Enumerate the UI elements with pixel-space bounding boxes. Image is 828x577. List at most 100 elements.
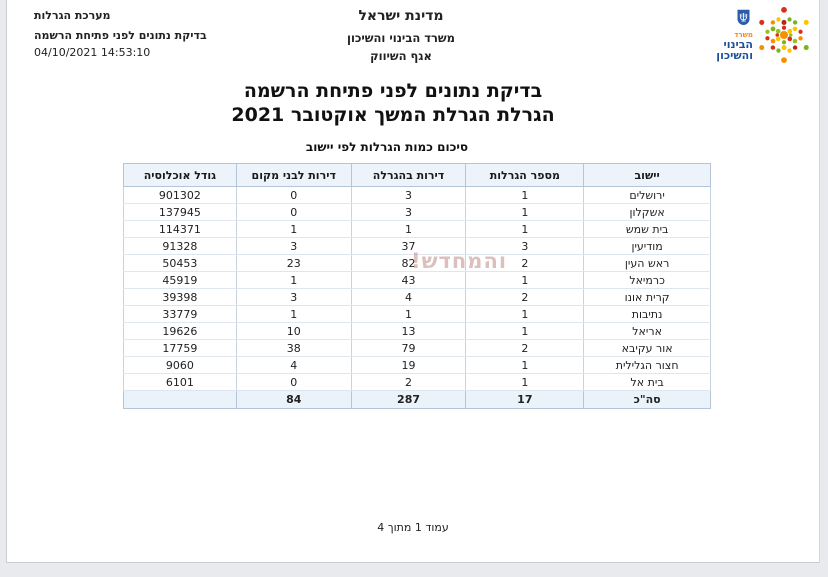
table-row: מודיעין 3 37 3 91328 [123, 237, 711, 255]
agency-header: מדינת ישראל משרד הבינוי והשיכון אגף השיו… [7, 8, 795, 63]
cell-apartments: 3 [350, 186, 467, 204]
cell-lotteries: 1 [465, 373, 585, 391]
logo-ministry-name-2: והשיכון [716, 49, 753, 62]
cell-lotteries: 1 [465, 220, 585, 238]
cell-city: חצור הגלילית [583, 356, 711, 374]
cell-local: 38 [235, 339, 352, 357]
col-header-local: דירות לבני מקום [235, 163, 352, 187]
title-line-1: בדיקת נתונים לפני פתיחת הרשמה [243, 80, 543, 102]
cell-apartments: 37 [350, 237, 467, 255]
cell-lotteries: 1 [465, 322, 585, 340]
cell-city: אור עקיבא [583, 339, 711, 357]
cell-population: 19626 [123, 322, 237, 340]
cell-population: 137945 [123, 203, 237, 221]
cell-lotteries: 1 [465, 356, 585, 374]
cell-local: 0 [235, 373, 352, 391]
cell-city: מודיעין [583, 237, 711, 255]
table-header-row: יישוב מספר הגרלות דירות בהגרלה דירות לבנ… [123, 163, 711, 187]
total-apartments: 287 [350, 390, 467, 409]
cell-city: קרית אונו [583, 288, 711, 306]
cell-population: 901302 [123, 186, 237, 204]
cell-population: 17759 [123, 339, 237, 357]
cell-local: 0 [235, 203, 352, 221]
cell-population: 50453 [123, 254, 237, 272]
ministry-logo: משרד הבינוי והשיכון [707, 6, 813, 64]
table-row: ראש העין 2 82 23 50453 [123, 254, 711, 272]
report-meta: מערכת הגרלות בדיקת נתונים לפני פתיחת הרש… [34, 9, 207, 59]
cell-apartments: 43 [350, 271, 467, 289]
cell-local: 0 [235, 186, 352, 204]
table-row: ירושלים 1 3 0 901302 [123, 186, 711, 204]
cell-apartments: 13 [350, 322, 467, 340]
cell-local: 4 [235, 356, 352, 374]
cell-lotteries: 1 [465, 203, 585, 221]
star-of-david-dots-icon [753, 6, 813, 68]
col-header-apartments: דירות בהגרלה [350, 163, 467, 187]
logo-text-block: משרד הבינוי והשיכון [707, 6, 753, 61]
system-name: מערכת הגרלות [34, 9, 111, 22]
cell-apartments: 4 [350, 288, 467, 306]
cell-lotteries: 1 [465, 186, 585, 204]
total-lotteries: 17 [465, 390, 585, 409]
cell-local: 3 [235, 288, 352, 306]
table-row: אור עקיבא 2 79 38 17759 [123, 339, 711, 357]
cell-population: 33779 [123, 305, 237, 323]
title-line-2: הגרלת הגרלת המשך אוקטובר 2021 [231, 104, 555, 126]
cell-population: 39398 [123, 288, 237, 306]
cell-lotteries: 2 [465, 288, 585, 306]
table-row: אשקלון 1 3 0 137945 [123, 203, 711, 221]
table-row: קרית אונו 2 4 3 39398 [123, 288, 711, 306]
table-row: נתיבות 1 1 1 33779 [123, 305, 711, 323]
cell-city: כרמיאל [583, 271, 711, 289]
cell-local: 3 [235, 237, 352, 255]
cell-local: 1 [235, 271, 352, 289]
cell-lotteries: 2 [465, 339, 585, 357]
cell-apartments: 1 [350, 305, 467, 323]
state-name: מדינת ישראל [358, 8, 444, 24]
table-total-row: סה"כ 17 287 84 [123, 390, 711, 409]
document-title: בדיקת נתונים לפני פתיחת הרשמה הגרלת הגרל… [7, 79, 779, 127]
ministry-name: משרד הבינוי והשיכון [347, 31, 455, 45]
cell-apartments: 19 [350, 356, 467, 374]
lottery-summary-table: יישוב מספר הגרלות דירות בהגרלה דירות לבנ… [123, 163, 711, 409]
table-row: בית שמש 1 1 1 114371 [123, 220, 711, 238]
total-local: 84 [235, 390, 352, 409]
document-page: מערכת הגרלות בדיקת נתונים לפני פתיחת הרש… [6, 0, 820, 563]
cell-lotteries: 1 [465, 271, 585, 289]
table-body: ירושלים 1 3 0 901302 אשקלון 1 3 0 137945 בית שמש 1 1… [123, 186, 711, 391]
col-header-population: גודל אוכלוסיה [123, 163, 237, 187]
cell-city: בית שמש [583, 220, 711, 238]
cell-apartments: 79 [350, 339, 467, 357]
cell-population: 6101 [123, 373, 237, 391]
cell-population: 91328 [123, 237, 237, 255]
table-row: חצור הגלילית 1 19 4 9060 [123, 356, 711, 374]
cell-lotteries: 1 [465, 305, 585, 323]
logo-ministry-prefix: משרד [734, 31, 753, 39]
table-row: אריאל 1 13 10 19626 [123, 322, 711, 340]
report-timestamp: 04/10/2021 14:53:10 [34, 46, 151, 59]
cell-local: 1 [235, 220, 352, 238]
logo-ministry-name-1: הבינוי [723, 38, 753, 51]
table-row: בית אל 1 2 0 6101 [123, 373, 711, 391]
cell-apartments: 3 [350, 203, 467, 221]
cell-population: 114371 [123, 220, 237, 238]
cell-apartments: 2 [350, 373, 467, 391]
cell-city: נתיבות [583, 305, 711, 323]
cell-city: אריאל [583, 322, 711, 340]
cell-city: אשקלון [583, 203, 711, 221]
division-name: אגף השיווק [370, 49, 432, 63]
cell-local: 10 [235, 322, 352, 340]
cell-apartments: 1 [350, 220, 467, 238]
israel-emblem-icon [736, 9, 751, 30]
cell-population: 9060 [123, 356, 237, 374]
watermark: והמחדש! [411, 249, 508, 273]
total-population [123, 390, 237, 409]
col-header-lotteries: מספר הגרלות [465, 163, 585, 187]
cell-city: ירושלים [583, 186, 711, 204]
cell-city: ראש העין [583, 254, 711, 272]
table-caption: סיכום כמות הגרלות לפי יישוב [305, 140, 469, 154]
cell-population: 45919 [123, 271, 237, 289]
page-footer: עמוד 1 מתוך 4 [377, 521, 449, 534]
report-name: בדיקת נתונים לפני פתיחת הרשמה [34, 29, 207, 42]
